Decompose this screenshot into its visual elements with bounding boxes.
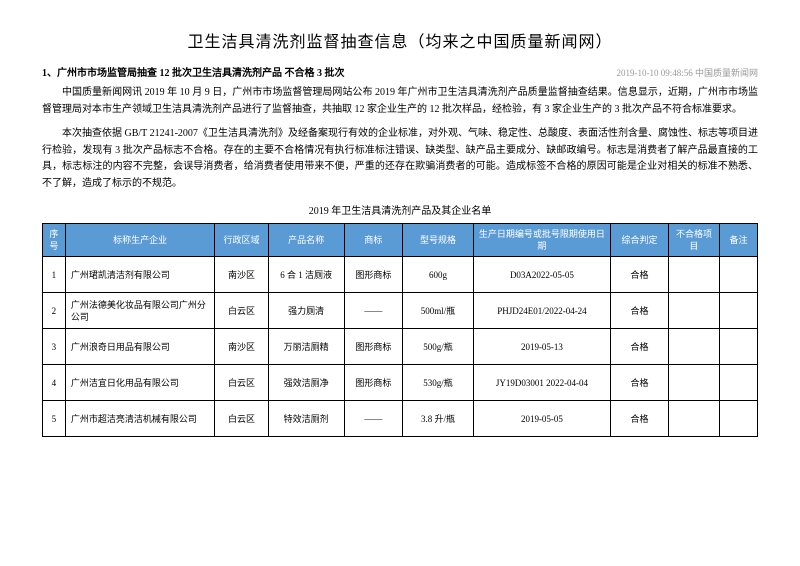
cell-company: 广州洁宜日化用品有限公司 [65, 365, 215, 401]
cell-batch: 2019-05-05 [473, 401, 610, 437]
cell-company: 广州市超洁亮清洁机械有限公司 [65, 401, 215, 437]
col-note: 备注 [719, 224, 757, 257]
cell-seq: 3 [43, 329, 66, 365]
cell-note [719, 293, 757, 329]
inspection-table: 序号 标称生产企业 行政区域 产品名称 商标 型号规格 生产日期编号或批号限期使… [42, 223, 758, 437]
col-batch: 生产日期编号或批号限期使用日期 [473, 224, 610, 257]
cell-spec: 500ml/瓶 [403, 293, 474, 329]
cell-seq: 5 [43, 401, 66, 437]
col-region: 行政区域 [215, 224, 268, 257]
cell-product: 强效洁厕净 [268, 365, 344, 401]
cell-fail [669, 329, 720, 365]
col-spec: 型号规格 [403, 224, 474, 257]
cell-company: 广州珺凯清洁剂有限公司 [65, 257, 215, 293]
col-seq: 序号 [43, 224, 66, 257]
cell-region: 南沙区 [215, 329, 268, 365]
cell-fail [669, 365, 720, 401]
cell-judge: 合格 [610, 329, 668, 365]
cell-spec: 3.8 升/瓶 [403, 401, 474, 437]
subtitle: 1、广州市市场监管局抽查 12 批次卫生洁具清洗剂产品 不合格 3 批次 [42, 64, 345, 79]
subtitle-meta: 2019-10-10 09:48:56 中国质量新闻网 [617, 66, 759, 79]
cell-spec: 600g [403, 257, 474, 293]
paragraph-2: 本次抽查依据 GB/T 21241-2007《卫生洁具清洗剂》及经备案现行有效的… [42, 126, 758, 192]
cell-fail [669, 293, 720, 329]
table-row: 3广州浪奇日用品有限公司南沙区万丽洁厕精图形商标500g/瓶2019-05-13… [43, 329, 758, 365]
cell-judge: 合格 [610, 293, 668, 329]
paragraph-1: 中国质量新闻网讯 2019 年 10 月 9 日，广州市市场监督管理局网站公布 … [42, 85, 758, 118]
cell-batch: D03A2022-05-05 [473, 257, 610, 293]
table-header-row: 序号 标称生产企业 行政区域 产品名称 商标 型号规格 生产日期编号或批号限期使… [43, 224, 758, 257]
cell-seq: 2 [43, 293, 66, 329]
cell-brand: 图形商标 [344, 329, 402, 365]
cell-seq: 4 [43, 365, 66, 401]
cell-batch: PHJD24E01/2022-04-24 [473, 293, 610, 329]
cell-region: 白云区 [215, 293, 268, 329]
cell-company: 广州法德美化妆品有限公司广州分公司 [65, 293, 215, 329]
cell-spec: 500g/瓶 [403, 329, 474, 365]
col-judge: 综合判定 [610, 224, 668, 257]
cell-fail [669, 257, 720, 293]
cell-note [719, 257, 757, 293]
col-product: 产品名称 [268, 224, 344, 257]
cell-product: 6 合 1 洁厕液 [268, 257, 344, 293]
col-brand: 商标 [344, 224, 402, 257]
cell-spec: 530g/瓶 [403, 365, 474, 401]
table-row: 5广州市超洁亮清洁机械有限公司白云区特效洁厕剂——3.8 升/瓶2019-05-… [43, 401, 758, 437]
cell-region: 白云区 [215, 365, 268, 401]
cell-brand: —— [344, 293, 402, 329]
cell-brand: 图形商标 [344, 365, 402, 401]
page-title: 卫生洁具清洗剂监督抽查信息（均来之中国质量新闻网） [42, 28, 758, 52]
cell-brand: 图形商标 [344, 257, 402, 293]
cell-fail [669, 401, 720, 437]
table-body: 1广州珺凯清洁剂有限公司南沙区6 合 1 洁厕液图形商标600gD03A2022… [43, 257, 758, 437]
cell-note [719, 401, 757, 437]
cell-judge: 合格 [610, 365, 668, 401]
cell-product: 特效洁厕剂 [268, 401, 344, 437]
cell-product: 万丽洁厕精 [268, 329, 344, 365]
col-company: 标称生产企业 [65, 224, 215, 257]
col-fail: 不合格项目 [669, 224, 720, 257]
cell-batch: 2019-05-13 [473, 329, 610, 365]
cell-note [719, 329, 757, 365]
table-row: 4广州洁宜日化用品有限公司白云区强效洁厕净图形商标530g/瓶JY19D0300… [43, 365, 758, 401]
cell-company: 广州浪奇日用品有限公司 [65, 329, 215, 365]
cell-region: 白云区 [215, 401, 268, 437]
cell-batch: JY19D03001 2022-04-04 [473, 365, 610, 401]
cell-seq: 1 [43, 257, 66, 293]
cell-note [719, 365, 757, 401]
table-caption: 2019 年卫生洁具清洗剂产品及其企业名单 [42, 202, 758, 217]
cell-product: 强力厕清 [268, 293, 344, 329]
table-row: 1广州珺凯清洁剂有限公司南沙区6 合 1 洁厕液图形商标600gD03A2022… [43, 257, 758, 293]
cell-brand: —— [344, 401, 402, 437]
cell-judge: 合格 [610, 257, 668, 293]
cell-region: 南沙区 [215, 257, 268, 293]
cell-judge: 合格 [610, 401, 668, 437]
table-row: 2广州法德美化妆品有限公司广州分公司白云区强力厕清——500ml/瓶PHJD24… [43, 293, 758, 329]
subtitle-row: 1、广州市市场监管局抽查 12 批次卫生洁具清洗剂产品 不合格 3 批次 201… [42, 64, 758, 79]
